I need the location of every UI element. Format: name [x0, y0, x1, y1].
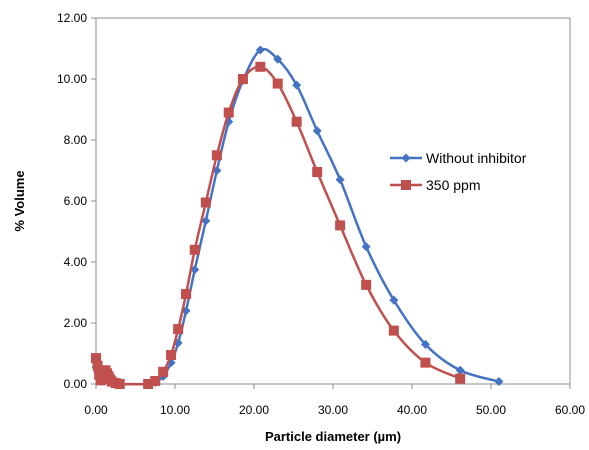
y-axis: 0.00 2.00 4.00 6.00 8.00 10.00 12.00	[57, 11, 96, 391]
x-tick-label: 10.00	[160, 403, 190, 417]
data-point	[335, 220, 346, 231]
y-tick-label: 12.00	[57, 11, 87, 25]
data-point	[388, 325, 399, 336]
data-point	[292, 80, 302, 90]
x-tick-label: 30.00	[318, 403, 348, 417]
data-point	[200, 197, 211, 208]
y-tick-label: 10.00	[57, 72, 87, 86]
y-tick-label: 4.00	[64, 255, 88, 269]
x-tick-label: 40.00	[397, 403, 427, 417]
series-layer	[91, 45, 504, 389]
data-point	[361, 242, 371, 252]
y-tick-label: 8.00	[64, 133, 88, 147]
data-point	[272, 78, 283, 89]
data-point	[255, 61, 266, 72]
x-tick-label: 60.00	[555, 403, 585, 417]
x-tick-label: 50.00	[476, 403, 506, 417]
x-tick-label: 20.00	[239, 403, 269, 417]
data-point	[189, 244, 200, 255]
legend-marker	[401, 153, 411, 163]
series-line	[94, 47, 500, 386]
data-point	[361, 279, 372, 290]
data-point	[312, 126, 322, 136]
x-axis: 0.00 10.00 20.00 30.00 40.00 50.00 60.00	[84, 384, 585, 417]
data-point	[420, 357, 431, 368]
data-point	[211, 150, 222, 161]
x-tick-label: 0.00	[84, 403, 108, 417]
legend-marker	[401, 180, 411, 190]
data-point	[114, 379, 125, 389]
data-point	[494, 377, 504, 387]
legend-label: 350 ppm	[426, 177, 480, 193]
y-tick-label: 2.00	[64, 316, 88, 330]
y-tick-label: 0.00	[64, 377, 88, 391]
data-point	[455, 373, 466, 384]
data-point	[158, 366, 169, 377]
data-point	[255, 45, 265, 55]
legend-item: Without inhibitor	[390, 150, 527, 166]
data-point	[335, 175, 345, 185]
data-point	[166, 350, 177, 361]
data-point	[223, 107, 234, 118]
data-point	[312, 167, 323, 178]
data-point	[143, 379, 154, 389]
data-point	[273, 54, 283, 64]
y-axis-title: % Volume	[12, 170, 27, 231]
data-point	[455, 365, 465, 375]
data-point	[201, 216, 211, 226]
data-point	[150, 375, 161, 386]
y-tick-label: 6.00	[64, 194, 88, 208]
data-point	[190, 265, 200, 275]
plot-area-frame	[95, 17, 571, 385]
data-point	[237, 74, 248, 84]
data-point	[92, 360, 103, 371]
data-point	[181, 289, 192, 300]
series-line	[94, 65, 461, 386]
legend: Without inhibitor 350 ppm	[390, 150, 527, 193]
data-point	[420, 339, 430, 349]
data-point	[91, 353, 101, 364]
series-350-ppm	[91, 61, 466, 389]
data-point	[291, 116, 302, 127]
data-point	[173, 324, 184, 335]
legend-item: 350 ppm	[390, 177, 480, 193]
data-point	[389, 295, 399, 305]
legend-label: Without inhibitor	[426, 150, 527, 166]
x-axis-title: Particle diameter (µm)	[265, 429, 401, 444]
series-without-inhibitor	[91, 45, 504, 389]
